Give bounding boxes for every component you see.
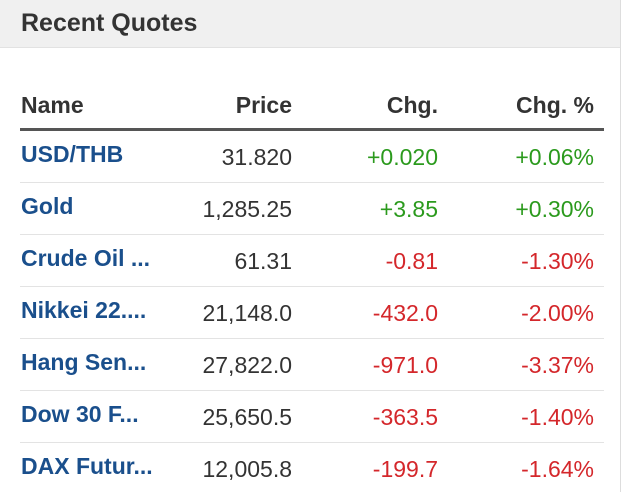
quote-price: 61.31	[198, 234, 302, 287]
quote-price: 12,005.8	[202, 455, 292, 482]
quote-change: -199.7	[372, 455, 438, 482]
quote-change-pct: -2.00%	[448, 286, 604, 339]
quote-price: 1,285.25	[198, 182, 302, 235]
widget-title: Recent Quotes	[21, 9, 198, 37]
quote-row-dow-30[interactable]: Dow 30 F... 25,650.5 -363.5 -1.40%	[20, 390, 604, 443]
quote-change: -0.81	[302, 234, 448, 287]
quote-change-pct: -1.64%	[521, 455, 594, 482]
quote-name-link[interactable]: USD/THB	[21, 141, 124, 167]
widget-header: Recent Quotes	[0, 0, 620, 48]
quote-change-pct: +0.06%	[448, 129, 604, 183]
quote-change: -971.0	[302, 338, 448, 391]
table-header-row: Name Price Chg. Chg. %	[20, 82, 604, 131]
column-header-change-pct[interactable]: Chg. %	[448, 82, 604, 131]
quote-change: +3.85	[302, 182, 448, 235]
quote-name-link[interactable]: DAX Futur...	[21, 453, 153, 479]
quote-change: -432.0	[302, 286, 448, 339]
quote-row-dax[interactable]: DAX Futur... 12,005.8 -199.7 -1.64%	[20, 443, 604, 492]
quote-price: 27,822.0	[198, 338, 302, 391]
quote-name-link[interactable]: Hang Sen...	[21, 349, 147, 375]
quote-change-pct: -3.37%	[448, 338, 604, 391]
column-header-name[interactable]: Name	[20, 82, 198, 131]
quote-price: 21,148.0	[198, 286, 302, 339]
quote-name-link[interactable]: Dow 30 F...	[21, 401, 139, 427]
quote-row-gold[interactable]: Gold 1,285.25 +3.85 +0.30%	[20, 182, 604, 235]
quote-name-link[interactable]: Nikkei 22....	[21, 297, 147, 323]
quote-price: 31.820	[198, 129, 302, 183]
quote-change-pct: -1.40%	[448, 390, 604, 443]
quote-price: 25,650.5	[198, 390, 302, 443]
column-header-price[interactable]: Price	[198, 82, 302, 131]
quote-row-nikkei[interactable]: Nikkei 22.... 21,148.0 -432.0 -2.00%	[20, 286, 604, 339]
quote-row-crude-oil[interactable]: Crude Oil ... 61.31 -0.81 -1.30%	[20, 234, 604, 287]
column-header-change[interactable]: Chg.	[302, 82, 448, 131]
quote-change-pct: -1.30%	[448, 234, 604, 287]
quote-name-link[interactable]: Crude Oil ...	[21, 245, 151, 271]
quote-change: +0.020	[302, 129, 448, 183]
panel-edge-divider	[620, 0, 629, 492]
quote-change-pct: +0.30%	[448, 182, 604, 235]
quotes-table: Name Price Chg. Chg. % USD/THB 31.820 +0…	[20, 82, 604, 492]
quote-name-link[interactable]: Gold	[21, 193, 74, 219]
quote-row-usd-thb[interactable]: USD/THB 31.820 +0.020 +0.06%	[20, 129, 604, 183]
quote-change: -363.5	[302, 390, 448, 443]
quote-row-hang-seng[interactable]: Hang Sen... 27,822.0 -971.0 -3.37%	[20, 338, 604, 391]
